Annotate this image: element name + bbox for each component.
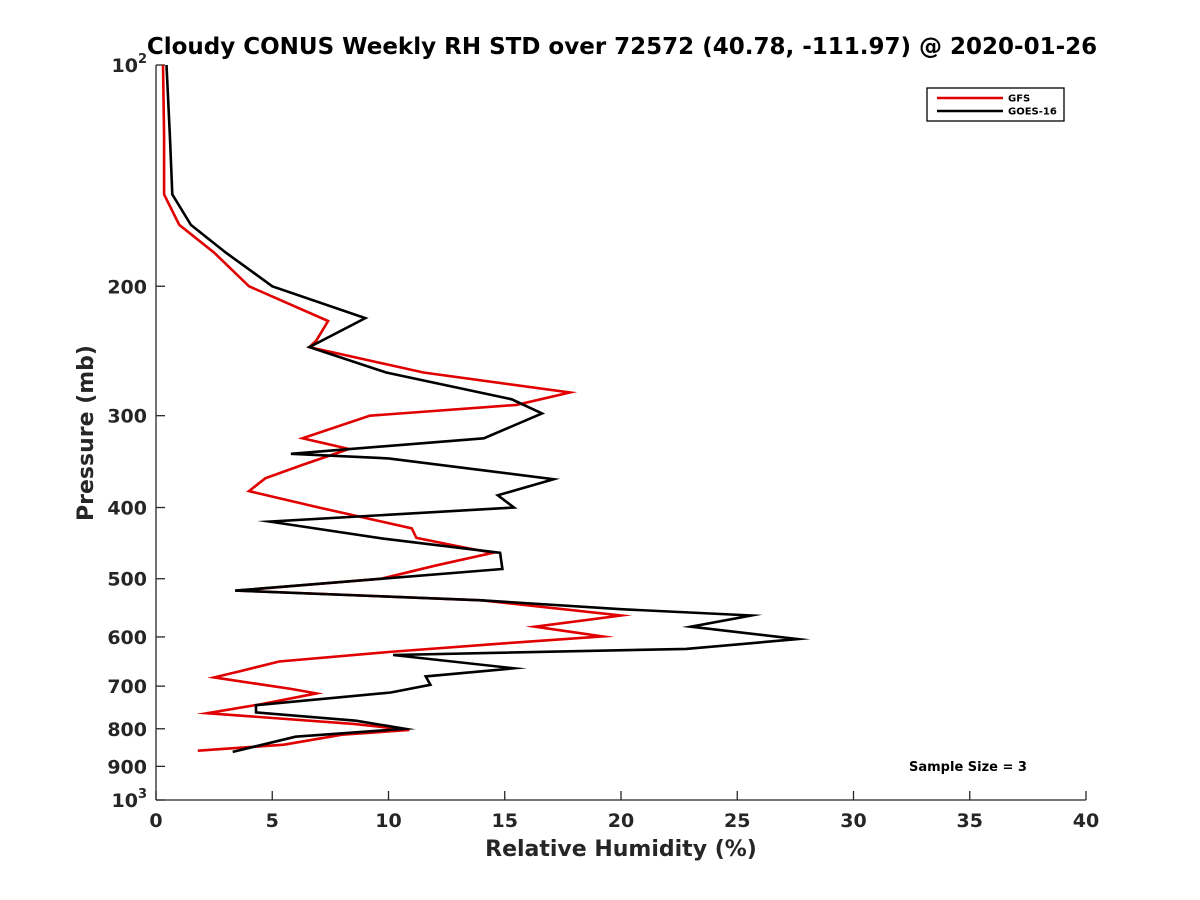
series-group: [161, 64, 811, 754]
y-tick-exponent: 2: [138, 52, 147, 67]
x-axis-label: Relative Humidity (%): [485, 837, 757, 862]
sample-size-annotation: Sample Size = 3: [909, 760, 1027, 775]
chart-title: Cloudy CONUS Weekly RH STD over 72572 (4…: [147, 34, 1097, 60]
y-tick-base: 400: [107, 498, 147, 520]
legend-box: [926, 87, 1065, 122]
y-tick-base: 10: [112, 790, 138, 812]
x-tick-label: 25: [724, 810, 750, 832]
x-ticks: 0 5 10 15 20 25 30 35 40: [149, 791, 1099, 832]
y-tick-base: 800: [107, 719, 147, 741]
y-tick-label: 800: [107, 719, 147, 741]
legend: GFS GOES-16: [926, 87, 1065, 122]
x-tick-label: 40: [1073, 810, 1099, 832]
x-tick-label: 0: [149, 810, 162, 832]
y-tick-base: 10: [112, 55, 138, 77]
y-tick-label: 700: [107, 676, 147, 698]
legend-label-gfs: GFS: [1008, 94, 1030, 105]
legend-label-goes-16: GOES-16: [1008, 107, 1057, 118]
y-tick-base: 200: [107, 276, 147, 298]
y-tick-label: 103: [112, 787, 148, 812]
x-tick-label: 35: [957, 810, 983, 832]
x-tick-label: 20: [608, 810, 634, 832]
x-tick-label: 30: [840, 810, 866, 832]
x-tick-label: 15: [492, 810, 518, 832]
y-tick-label: 300: [107, 406, 147, 428]
y-axis-label: Pressure (mb): [74, 345, 99, 521]
y-tick-label: 500: [107, 569, 147, 591]
y-tick-label: 200: [107, 276, 147, 298]
y-tick-base: 300: [107, 406, 147, 428]
y-tick-exponent: 3: [138, 787, 147, 802]
y-tick-label: 102: [112, 52, 148, 77]
y-tick-base: 500: [107, 569, 147, 591]
series-line-goes-16: [165, 64, 811, 754]
y-tick-base: 700: [107, 676, 147, 698]
y-tick-base: 900: [107, 756, 147, 778]
y-tick-base: 600: [107, 627, 147, 649]
x-tick-label: 10: [375, 810, 401, 832]
y-tick-label: 600: [107, 627, 147, 649]
y-tick-label: 900: [107, 756, 147, 778]
y-tick-label: 400: [107, 498, 147, 520]
x-tick-label: 5: [266, 810, 279, 832]
